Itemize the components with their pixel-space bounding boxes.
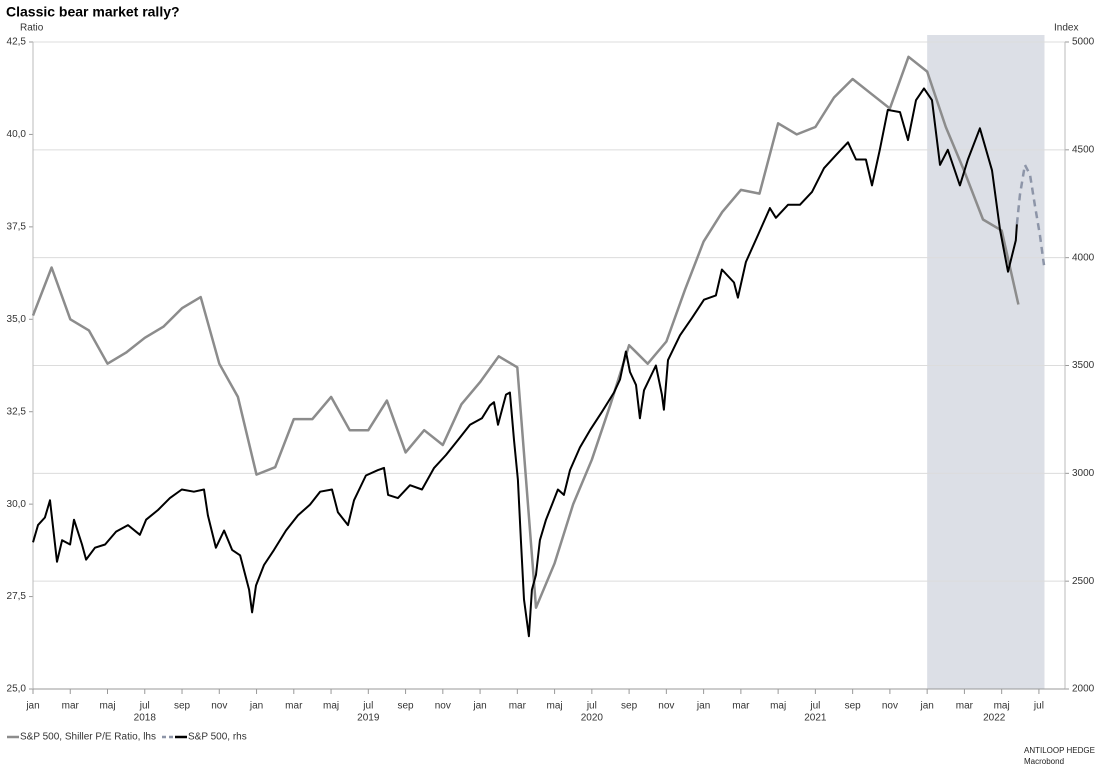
x-tick-label: sep (174, 701, 191, 712)
x-tick-label: mar (732, 701, 750, 712)
y-tick-label: 37,5 (7, 221, 27, 232)
shaded-region (927, 35, 1045, 689)
y2-tick-label: 2000 (1072, 684, 1095, 695)
x-tick-label: jan (696, 701, 710, 712)
series-line (1015, 163, 1046, 266)
y2-tick-label: 2500 (1072, 576, 1095, 587)
x-tick-label: jan (249, 701, 263, 712)
x-tick-label: mar (62, 701, 80, 712)
chart-title: Classic bear market rally? (6, 4, 180, 20)
x-tick-label: maj (323, 701, 339, 712)
y-tick-label: 25,0 (7, 684, 27, 695)
x-tick-label: jan (25, 701, 39, 712)
x-year-label: 2022 (983, 713, 1006, 724)
x-tick-label: maj (99, 701, 115, 712)
x-year-label: 2018 (134, 713, 157, 724)
y-axis-label: Ratio (20, 23, 44, 34)
x-year-label: 2019 (357, 713, 380, 724)
x-tick-label: nov (882, 701, 898, 712)
x-tick-label: mar (509, 701, 527, 712)
x-tick-label: jul (362, 701, 373, 712)
x-tick-label: maj (547, 701, 563, 712)
x-tick-label: sep (398, 701, 415, 712)
x-tick-label: jul (139, 701, 150, 712)
y-tick-label: 35,0 (7, 314, 27, 325)
x-tick-label: jul (1033, 701, 1044, 712)
y-tick-label: 40,0 (7, 129, 27, 140)
y2-tick-label: 4500 (1072, 144, 1095, 155)
y-tick-label: 30,0 (7, 499, 27, 510)
y2-tick-label: 3000 (1072, 468, 1095, 479)
x-year-label: 2020 (581, 713, 604, 724)
x-tick-label: sep (621, 701, 638, 712)
y-tick-label: 27,5 (7, 591, 27, 602)
source: ANTILOOP HEDGE (1024, 746, 1095, 755)
x-tick-label: maj (770, 701, 786, 712)
x-tick-label: mar (956, 701, 974, 712)
y2-axis-label: Index (1054, 23, 1078, 34)
x-tick-label: sep (845, 701, 862, 712)
x-year-label: 2021 (804, 713, 827, 724)
y2-tick-label: 3500 (1072, 360, 1095, 371)
x-tick-label: mar (285, 701, 303, 712)
x-tick-label: nov (658, 701, 674, 712)
x-tick-label: jan (472, 701, 486, 712)
series-line (31, 55, 1020, 609)
x-tick-label: nov (435, 701, 451, 712)
x-tick-label: jul (809, 701, 820, 712)
x-tick-label: jul (586, 701, 597, 712)
legend-label: S&P 500, Shiller P/E Ratio, lhs (20, 732, 156, 743)
x-tick-label: jan (919, 701, 933, 712)
legend-label: S&P 500, rhs (188, 732, 247, 743)
x-tick-label: nov (211, 701, 227, 712)
y-tick-label: 42,5 (7, 37, 27, 48)
x-tick-label: maj (994, 701, 1010, 712)
y2-tick-label: 5000 (1072, 37, 1095, 48)
source: Macrobond (1024, 757, 1064, 766)
y-tick-label: 32,5 (7, 406, 27, 417)
y2-tick-label: 4000 (1072, 252, 1095, 263)
series-line (32, 87, 1018, 638)
